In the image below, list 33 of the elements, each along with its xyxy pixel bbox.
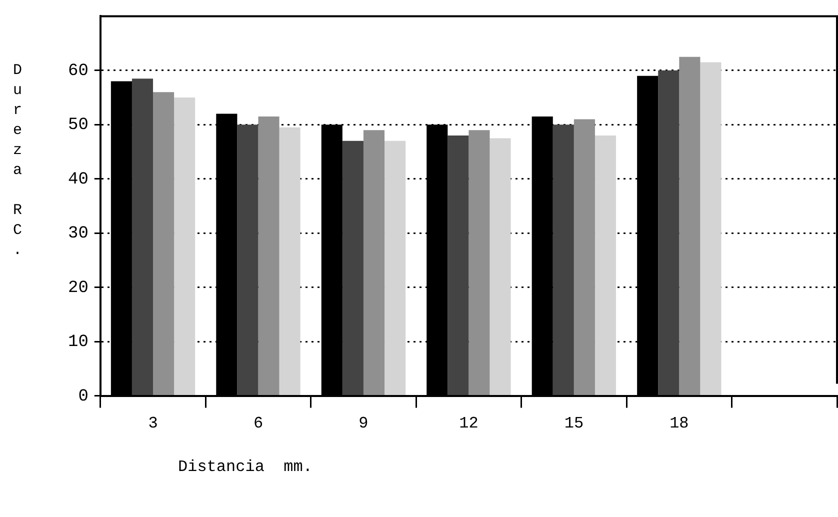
bar <box>258 116 280 396</box>
x-tick-label: 12 <box>459 414 478 433</box>
x-tick-label: 3 <box>148 414 158 433</box>
bar <box>679 56 700 396</box>
y-tick-label: 0 <box>78 387 88 406</box>
x-tick-label: 18 <box>670 414 689 433</box>
x-tick-label: 6 <box>253 414 264 433</box>
bar <box>658 70 680 396</box>
y-tick-label: 30 <box>68 224 88 244</box>
x-axis-title: Distancia mm. <box>178 458 312 476</box>
bar <box>363 130 385 396</box>
bar <box>448 136 469 396</box>
y-tick-label: 10 <box>68 333 88 352</box>
bar <box>132 78 154 396</box>
bar <box>700 62 722 396</box>
bar <box>594 136 616 396</box>
bar <box>153 92 174 396</box>
bar <box>279 127 300 396</box>
bar <box>468 130 490 396</box>
y-axis-title: Dureza RC. <box>8 62 26 262</box>
y-tick-label: 60 <box>68 62 88 81</box>
y-tick-label: 40 <box>68 170 88 190</box>
bar <box>237 124 258 396</box>
y-tick-label: 20 <box>68 278 88 298</box>
bar <box>490 138 511 396</box>
y-tick-label: 50 <box>68 116 88 136</box>
bar <box>574 119 595 396</box>
x-tick-label: 9 <box>358 414 368 433</box>
bar <box>342 140 364 396</box>
bar <box>384 140 406 396</box>
bar <box>174 98 196 396</box>
x-tick-label: 15 <box>564 414 584 433</box>
bar <box>552 124 574 396</box>
